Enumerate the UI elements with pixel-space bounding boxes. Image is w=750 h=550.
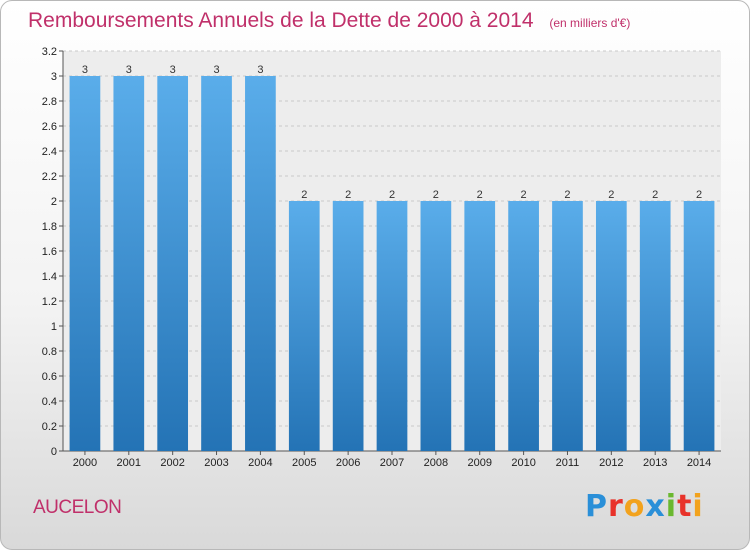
- chart-unit: (en milliers d'€): [549, 16, 631, 30]
- data-label: 2: [389, 189, 395, 201]
- x-tick-label: 2007: [380, 457, 404, 469]
- bar: [288, 201, 320, 451]
- bar: [595, 201, 627, 451]
- y-tick-label: 3: [51, 71, 57, 83]
- data-label: 3: [213, 64, 219, 76]
- x-tick-label: 2008: [424, 457, 448, 469]
- bar: [552, 201, 583, 451]
- brand-letter: t: [677, 489, 693, 524]
- x-tick-label: 2010: [511, 457, 535, 469]
- bar: [639, 201, 671, 451]
- bar: [113, 76, 145, 451]
- x-tick-label: 2003: [204, 457, 228, 469]
- y-tick-label: 1.4: [42, 271, 57, 283]
- brand-letter: P: [585, 489, 608, 524]
- bar: [420, 201, 452, 451]
- data-label: 2: [433, 189, 439, 201]
- bar: [508, 201, 539, 451]
- brand-logo: Proxiti: [585, 489, 704, 524]
- y-tick-label: 2.8: [42, 96, 57, 108]
- y-tick-label: 1.8: [42, 221, 57, 233]
- data-label: 3: [82, 64, 88, 76]
- y-tick-label: 0.8: [42, 346, 57, 358]
- y-tick-label: 3.2: [42, 46, 57, 58]
- axes: 0 0.2 0.4 0.6 0.8 1 1.2 1.4 1.6 1.8 2 2.2 2.4 2.6 2.8 3…: [42, 46, 721, 469]
- data-label: 2: [521, 189, 527, 201]
- y-tick-label: 2: [51, 196, 57, 208]
- bar: [245, 76, 276, 451]
- brand-letter: o: [623, 489, 646, 524]
- y-tick-label: 0.6: [42, 371, 57, 383]
- y-tick-label: 0: [51, 446, 57, 458]
- data-label: 3: [126, 64, 132, 76]
- data-label: 2: [652, 189, 658, 201]
- data-label: 3: [257, 64, 263, 76]
- chart-title: Remboursements Annuels de la Dette de 20…: [28, 9, 630, 33]
- data-label: 2: [301, 189, 307, 201]
- x-tick-label: 2013: [643, 457, 667, 469]
- bar: [69, 76, 101, 451]
- y-tick-label: 2.4: [42, 146, 57, 158]
- data-label: 2: [345, 189, 351, 201]
- bars: [69, 76, 715, 451]
- data-label: 2: [696, 189, 702, 201]
- commune-name: AUCELON: [33, 497, 122, 518]
- data-labels: 3 3 3 3 3 2 2 2 2 2 2 2 2 2 2: [82, 64, 702, 201]
- bar: [376, 201, 408, 451]
- bar: [157, 76, 189, 451]
- x-tick-label: 2012: [599, 457, 623, 469]
- brand-letter: x: [645, 489, 666, 524]
- brand-letter: i: [665, 489, 678, 524]
- x-tick-label: 2002: [160, 457, 184, 469]
- y-tick-label: 0.2: [42, 421, 57, 433]
- x-tick-label: 2001: [117, 457, 141, 469]
- data-label: 2: [564, 189, 570, 201]
- x-tick-label: 2006: [336, 457, 360, 469]
- brand-letter: r: [608, 489, 624, 524]
- y-tick-label: 2.2: [42, 171, 57, 183]
- y-tick-label: 0.4: [42, 396, 57, 408]
- x-tick-label: 2000: [73, 457, 97, 469]
- x-tick-label: 2014: [687, 457, 711, 469]
- data-label: 2: [608, 189, 614, 201]
- bar: [332, 201, 364, 451]
- bar: [683, 201, 715, 451]
- data-label: 2: [477, 189, 483, 201]
- x-tick-label: 2011: [556, 457, 580, 469]
- y-tick-label: 1.6: [42, 246, 57, 258]
- x-tick-label: 2005: [292, 457, 316, 469]
- y-tick-label: 1.2: [42, 296, 57, 308]
- y-tick-label: 2.6: [42, 121, 57, 133]
- brand-letter: i: [692, 489, 704, 524]
- y-tick-label: 1: [51, 321, 57, 333]
- chart-title-text: Remboursements Annuels de la Dette de 20…: [28, 9, 534, 32]
- x-tick-label: 2009: [467, 457, 491, 469]
- data-label: 3: [170, 64, 176, 76]
- bar: [464, 201, 496, 451]
- bar: [201, 76, 232, 451]
- x-tick-label: 2004: [248, 457, 272, 469]
